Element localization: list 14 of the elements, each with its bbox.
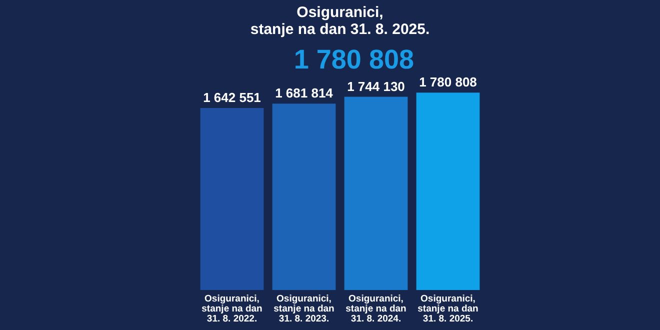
data-label: 1 780 808: [419, 74, 477, 90]
x-tick-label: Osiguranici, stanje na dan 31. 8. 2024.: [346, 294, 407, 325]
x-tick-label: Osiguranici, stanje na dan 31. 8. 2022.: [202, 294, 263, 325]
bar: [344, 96, 408, 290]
bar: [200, 108, 264, 290]
bar: [272, 104, 336, 290]
data-label: 1 642 551: [203, 90, 261, 106]
bar: [416, 92, 480, 290]
data-label: 1 744 130: [347, 78, 405, 94]
x-tick-label: Osiguranici, stanje na dan 31. 8. 2023.: [274, 294, 335, 325]
data-label: 1 681 814: [275, 86, 334, 101]
chart-title: Osiguranici, stanje na dan 31. 8. 2025.: [250, 4, 430, 38]
x-tick-label: Osiguranici, stanje na dan 31. 8. 2025.: [418, 294, 479, 325]
text: 1 780 808: [294, 44, 414, 75]
